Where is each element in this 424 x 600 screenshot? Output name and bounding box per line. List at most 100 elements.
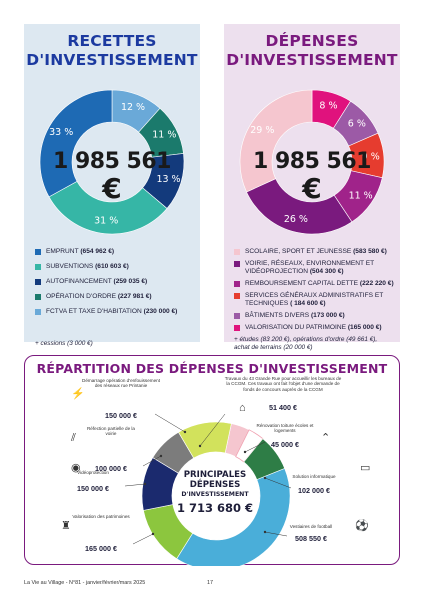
recettes-legend-amount: (610 603 €) — [95, 263, 129, 270]
depenses-legend-swatch — [234, 249, 240, 255]
repartition-item-label: Démarrage opération d'enfouissement des … — [82, 378, 160, 389]
recettes-slice-1 — [48, 180, 168, 235]
depenses-pct-label-3: 9 % — [362, 151, 380, 162]
depenses-note: + études (83 200 €), opérations d'ordre … — [234, 336, 378, 351]
footer-publication: La Vie au Village - N°81 - janvier/févri… — [24, 580, 146, 586]
recettes-legend-amount: (227 981 €) — [117, 293, 152, 300]
repartition-center-label: PRINCIPALES DÉPENSES D'INVESTISSEMENT 1 … — [161, 470, 269, 515]
repartition-title: RÉPARTITION DES DÉPENSES D'INVESTISSEMEN… — [36, 361, 388, 376]
depenses-currency: € — [302, 172, 322, 205]
depenses-donut-chart: 8 % 6 % 9 % 11 % 26 % 29 % — [239, 89, 385, 235]
roof-icon: ⌃ — [321, 432, 331, 444]
recettes-legend-item: EMPRUNT (654 962 €) — [35, 248, 194, 256]
recettes-legend-swatch — [35, 264, 41, 270]
depenses-legend-label: VALORISATION DU PATRIMOINE — [245, 324, 348, 331]
recettes-legend-amount: (230 000 €) — [143, 308, 178, 315]
repartition-item-amount: 102 000 € — [298, 486, 330, 495]
depenses-subtitle: D'INVESTISSEMENT — [226, 51, 398, 69]
center-line1: PRINCIPALES — [183, 470, 247, 480]
recettes-donut-chart: 12 % 11 % 13 % 31 % 33 % — [39, 89, 185, 235]
repartition-item-label: Rénovation toiture écoles et logements — [256, 423, 314, 434]
recettes-subtitle: D'INVESTISSEMENT — [26, 51, 198, 69]
recettes-note: + cessions (3 000 €) — [35, 340, 93, 347]
center-line2: DÉPENSES — [189, 480, 241, 490]
recettes-slice-0 — [39, 89, 113, 198]
pylon-icon: ⚡ — [71, 388, 85, 400]
depenses-legend-label: REMBOURSEMENT CAPITAL DETTE — [245, 280, 360, 287]
repartition-item-label: Travaux du 43 Grande Rue pour accueillir… — [224, 376, 342, 392]
depenses-legend-item: SERVICES GÉNÉRAUX ADMINISTRATIFS ET TECH… — [234, 292, 394, 308]
depenses-legend-amount: ( 184 600 €) — [290, 300, 326, 307]
depenses-pct-label-5: 8 % — [319, 100, 337, 111]
repartition-item-label: Valorisation des patrimoines — [72, 514, 130, 519]
repartition-item-label: Vidéoprotection — [77, 470, 109, 475]
depenses-pct-label-0: 29 % — [250, 125, 274, 136]
center-total: 1 713 680 € — [176, 501, 254, 515]
depenses-legend-amount: (165 000 €) — [347, 324, 382, 331]
depenses-legend-item: SCOLAIRE, SPORT ET JEUNESSE (583 580 €) — [234, 248, 394, 256]
recettes-legend-amount: (654 962 €) — [80, 248, 115, 255]
depenses-pct-label-2: 11 % — [349, 190, 373, 201]
repartition-item-amount: 165 000 € — [85, 544, 117, 553]
depenses-legend-amount: (583 580 €) — [353, 248, 387, 255]
depenses-panel: DÉPENSES D'INVESTISSEMENT 8 % 6 % 9 % 11 % 2… — [224, 24, 400, 351]
recettes-legend-item: AUTOFINANCEMENT (259 035 €) — [35, 278, 194, 286]
repartition-item-label: Réfection partielle de la voirie — [86, 426, 135, 437]
depenses-legend-amount: (222 220 €) — [359, 280, 394, 287]
depenses-legend-swatch — [234, 325, 240, 331]
road-icon: ⫽ — [71, 432, 76, 444]
depenses-title: DÉPENSES — [265, 32, 359, 50]
depenses-pct-label-1: 26 % — [284, 214, 308, 225]
recettes-legend-item: SUBVENTIONS (610 603 €) — [35, 263, 194, 271]
recettes-pct-label-2: 13 % — [156, 174, 180, 185]
recettes-legend-swatch — [35, 279, 41, 285]
depenses-legend-amount: (173 000 €) — [310, 312, 345, 319]
football-icon: ⚽ — [355, 520, 369, 532]
depenses-legend-label: SERVICES GÉNÉRAUX ADMINISTRATIFS ET TECH… — [245, 292, 384, 307]
depenses-legend-swatch — [234, 261, 240, 267]
recettes-legend-label: AUTOFINANCEMENT — [46, 278, 114, 285]
computer-icon: ▭ — [360, 462, 371, 474]
recettes-legend-item: OPÉRATION D'ORDRE (227 981 €) — [35, 293, 194, 301]
depenses-legend-label: SCOLAIRE, SPORT ET JEUNESSE — [245, 248, 354, 255]
recettes-legend-item: FCTVA ET TAXE D'HABITATION (230 000 €) — [35, 308, 194, 316]
recettes-panel: RECETTES D'INVESTISSEMENT 12 % 11 % 13 % 31… — [24, 24, 200, 347]
repartition-panel: RÉPARTITION DES DÉPENSES D'INVESTISSEMEN… — [24, 355, 400, 566]
recettes-legend-label: OPÉRATION D'ORDRE — [46, 293, 118, 300]
depenses-pct-label-4: 6 % — [348, 119, 366, 130]
heritage-icon: ♜ — [61, 520, 71, 532]
depenses-legend-swatch — [234, 281, 240, 287]
recettes-legend-swatch — [35, 249, 41, 255]
recettes-pct-label-3: 11 % — [152, 130, 176, 141]
repartition-item-label: Vestiaires de football — [289, 524, 333, 529]
repartition-item-amount: 150 000 € — [77, 484, 109, 493]
depenses-legend-label: BÂTIMENTS DIVERS — [245, 312, 311, 319]
recettes-legend-swatch — [35, 309, 41, 315]
depenses-legend-item: VALORISATION DU PATRIMOINE (165 000 €) — [234, 324, 394, 332]
depenses-legend-swatch — [234, 313, 240, 319]
recettes-legend-label: EMPRUNT — [46, 248, 81, 255]
camera-icon: ◉ — [71, 462, 81, 474]
repartition-item-amount: 51 400 € — [269, 403, 297, 412]
repartition-item-amount: 150 000 € — [105, 411, 137, 420]
depenses-legend-item: VOIRIE, RÉSEAUX, ENVIRONNEMENT ET VIDÉOP… — [234, 260, 394, 276]
depenses-slice-0 — [239, 89, 313, 193]
recettes-legend: EMPRUNT (654 962 €) SUBVENTIONS (610 603 … — [35, 248, 194, 323]
depenses-legend-label: VOIRIE, RÉSEAUX, ENVIRONNEMENT ET VIDÉOP… — [245, 260, 375, 275]
building-icon: ⌂ — [239, 402, 246, 414]
recettes-legend-swatch — [35, 294, 41, 300]
repartition-item-amount: 508 550 € — [295, 534, 327, 543]
depenses-total: 1 985 561 — [253, 149, 371, 174]
page-number: 17 — [207, 580, 213, 586]
repartition-item-amount: 45 000 € — [271, 440, 299, 449]
recettes-legend-label: SUBVENTIONS — [46, 263, 96, 270]
depenses-legend-item: BÂTIMENTS DIVERS (173 000 €) — [234, 312, 394, 320]
depenses-legend: SCOLAIRE, SPORT ET JEUNESSE (583 580 €) V… — [234, 248, 394, 336]
recettes-pct-label-1: 31 % — [94, 216, 118, 227]
repartition-item-label: Solution informatique — [292, 474, 336, 479]
recettes-legend-label: FCTVA ET TAXE D'HABITATION — [46, 308, 144, 315]
repartition-item-amount: 100 000 € — [95, 464, 127, 473]
recettes-pct-label-0: 33 % — [49, 127, 73, 138]
recettes-legend-amount: (259 035 €) — [113, 278, 148, 285]
recettes-currency: € — [102, 172, 122, 205]
